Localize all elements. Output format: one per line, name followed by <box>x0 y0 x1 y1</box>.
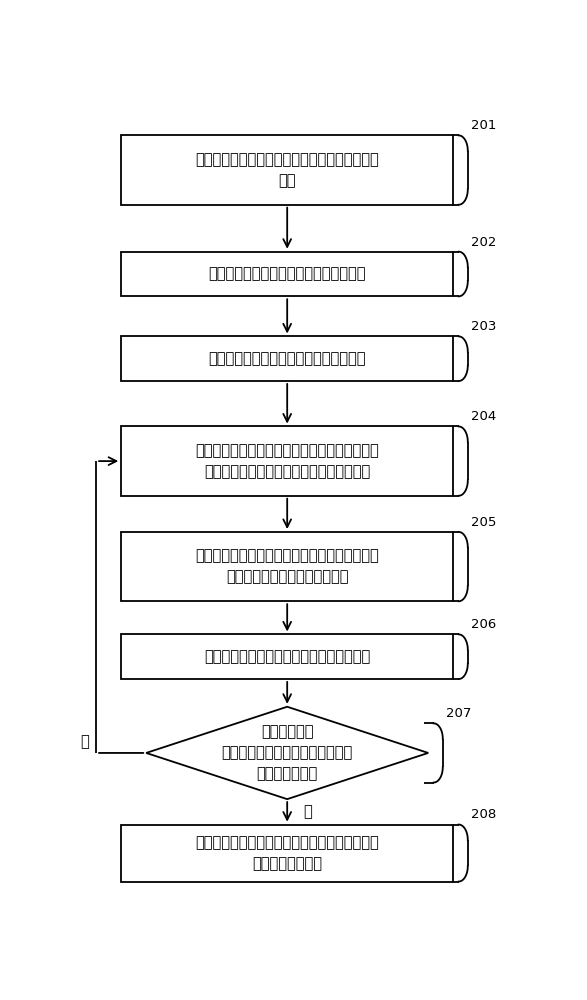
Bar <box>121 336 453 381</box>
Text: 202: 202 <box>471 236 497 249</box>
Text: 205: 205 <box>471 516 497 529</box>
Text: 确定信号时延与绕线数量的第一对应关系: 确定信号时延与绕线数量的第一对应关系 <box>208 266 366 282</box>
Bar <box>121 634 453 679</box>
Text: 根据第一对应关系及第二对应关系，确定对第一
信号线进行蛇形绕线的绕线数量及绕线高度: 根据第一对应关系及第二对应关系，确定对第一 信号线进行蛇形绕线的绕线数量及绕线高… <box>195 443 379 479</box>
Text: 204: 204 <box>471 410 497 423</box>
Text: 203: 203 <box>471 320 497 333</box>
Bar <box>121 135 453 205</box>
Text: 201: 201 <box>471 119 497 132</box>
Text: 206: 206 <box>471 618 497 631</box>
Polygon shape <box>146 707 429 799</box>
Text: 是: 是 <box>303 804 312 819</box>
Text: 根据确定出的绕线数量及绕线高度对第一信号线
进行蛇形绕线设计: 根据确定出的绕线数量及绕线高度对第一信号线 进行蛇形绕线设计 <box>195 835 379 871</box>
Bar <box>121 532 453 601</box>
Text: 确定第二信号线上传输信号的第二信号时延: 确定第二信号线上传输信号的第二信号时延 <box>204 649 370 664</box>
Text: 根据确定出的绕线数量及绕线高度，确定第一信
号线上传输信号的第一信号时延: 根据确定出的绕线数量及绕线高度，确定第一信 号线上传输信号的第一信号时延 <box>195 549 379 585</box>
Text: 判断第二信号
时延与第一信号时延的差值是否小
于预设的标准值: 判断第二信号 时延与第一信号时延的差值是否小 于预设的标准值 <box>221 724 353 781</box>
Text: 208: 208 <box>471 808 497 821</box>
Text: 确定差分信号线中第一信号线与第二信号线的长
度差: 确定差分信号线中第一信号线与第二信号线的长 度差 <box>195 152 379 188</box>
Text: 否: 否 <box>80 734 89 749</box>
Bar <box>121 825 453 882</box>
Text: 确定信号时延与绕线高度的第二对应关系: 确定信号时延与绕线高度的第二对应关系 <box>208 351 366 366</box>
Text: 207: 207 <box>447 707 472 720</box>
Bar <box>121 252 453 296</box>
Bar <box>121 426 453 496</box>
